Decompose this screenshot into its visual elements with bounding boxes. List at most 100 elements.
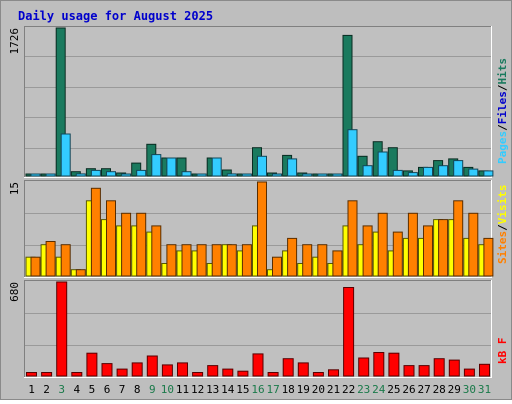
bar-sites-day-1 <box>30 256 41 277</box>
legend-entry: / <box>496 84 509 91</box>
legend-entry: kB F <box>496 338 509 365</box>
day-label: 13 <box>206 383 219 396</box>
bar-kb-f-day-13 <box>207 365 219 377</box>
day-label: 22 <box>342 383 355 396</box>
bar-pages-day-16 <box>257 155 267 177</box>
day-label: 17 <box>266 383 279 396</box>
axis-max-label: 680 <box>8 282 21 302</box>
bar-pages-day-29 <box>453 160 464 177</box>
day-label: 19 <box>297 383 310 396</box>
bar-sites-day-26 <box>407 212 418 277</box>
bar-kb-f-day-3 <box>56 281 68 377</box>
bar-sites-day-29 <box>453 200 464 277</box>
bar-sites-day-10 <box>166 244 177 277</box>
bar-sites-day-8 <box>136 212 147 277</box>
day-label: 27 <box>417 383 430 396</box>
bar-sites-day-22 <box>347 200 358 277</box>
bar-pages-day-9 <box>151 154 162 177</box>
bar-kb-f-day-29 <box>448 359 460 377</box>
legend-entry: Pages <box>496 131 509 164</box>
chart-panels: 1726Pages/Files/Hits15Sites/Visits680kB … <box>8 26 509 378</box>
bar-kb-f-day-1 <box>26 372 37 377</box>
panel-bottom: 680 kB F <box>8 280 509 378</box>
legend-entry: Visits <box>496 185 509 225</box>
bar-kb-f-day-25 <box>388 352 400 377</box>
day-label: 26 <box>402 383 415 396</box>
day-label: 4 <box>73 383 80 396</box>
bar-sites-day-9 <box>151 225 162 277</box>
bar-pages-day-2 <box>45 173 56 177</box>
bar-sites-day-4 <box>75 269 86 277</box>
bar-sites-day-14 <box>226 244 237 277</box>
bar-pages-day-8 <box>136 169 147 177</box>
bar-kb-f-day-31 <box>479 363 490 377</box>
bar-kb-f-day-14 <box>222 368 234 377</box>
panel-legend: Sites/Visits <box>496 185 509 265</box>
day-label: 15 <box>236 383 249 396</box>
bar-sites-day-3 <box>60 244 71 277</box>
day-label: 18 <box>282 383 295 396</box>
bar-pages-day-20 <box>317 173 328 177</box>
bar-kb-f-day-16 <box>252 353 264 377</box>
bar-sites-day-5 <box>90 187 101 277</box>
day-label: 24 <box>372 383 386 396</box>
bar-pages-day-5 <box>90 169 101 177</box>
bar-kb-f-day-11 <box>177 362 188 377</box>
bar-kb-f-day-21 <box>328 369 339 377</box>
bar-sites-day-30 <box>468 212 479 277</box>
panel-legend: Pages/Files/Hits <box>496 58 509 164</box>
day-label: 7 <box>119 383 126 396</box>
day-label: 9 <box>149 383 156 396</box>
bar-kb-f-day-22 <box>343 287 355 377</box>
bar-pages-day-15 <box>241 173 252 177</box>
bar-kb-f-day-2 <box>41 372 53 377</box>
bar-pages-day-3 <box>60 133 71 177</box>
bar-kb-f-day-8 <box>131 362 143 377</box>
bar-kb-f-day-9 <box>146 355 158 377</box>
bar-kb-f-day-19 <box>297 362 309 377</box>
panel-middle: 15 Sites/Visits <box>8 180 509 278</box>
legend-entry: / <box>496 224 509 231</box>
day-label: 6 <box>104 383 111 396</box>
bar-pages-day-19 <box>302 173 313 177</box>
bar-sites-day-13 <box>211 244 222 277</box>
legend-entry: Files <box>496 91 509 124</box>
bar-sites-day-24 <box>377 212 388 277</box>
bar-sites-day-18 <box>287 237 298 277</box>
bar-kb-f-day-18 <box>282 358 294 377</box>
bar-kb-f-day-10 <box>161 364 173 377</box>
day-label: 14 <box>221 383 235 396</box>
bar-kb-f-day-4 <box>71 372 83 377</box>
bar-kb-f-day-23 <box>358 357 370 377</box>
bar-pages-day-12 <box>196 173 207 177</box>
bar-sites-day-20 <box>317 244 328 277</box>
panel-legend: kB F <box>496 338 509 365</box>
bar-kb-f-day-24 <box>373 352 385 377</box>
bar-sites-day-7 <box>121 212 132 277</box>
day-label: 31 <box>478 383 491 396</box>
bar-pages-day-21 <box>332 173 343 177</box>
day-label: 23 <box>357 383 370 396</box>
axis-max-label: 15 <box>8 182 21 195</box>
bar-sites-day-12 <box>196 244 207 277</box>
bar-pages-day-27 <box>423 166 433 177</box>
bar-sites-day-21 <box>332 250 343 277</box>
legend-entry: Sites <box>496 231 509 264</box>
bar-pages-day-6 <box>106 171 116 177</box>
bar-kb-f-day-7 <box>116 368 128 377</box>
bar-sites-day-19 <box>302 244 313 277</box>
day-label: 2 <box>43 383 50 396</box>
bar-sites-day-27 <box>423 225 433 277</box>
bar-kb-f-day-27 <box>418 365 430 377</box>
bar-sites-day-11 <box>181 244 192 277</box>
axis-max-label: 1726 <box>8 28 21 55</box>
bar-pages-day-23 <box>362 165 373 177</box>
bar-pages-day-25 <box>392 169 403 177</box>
legend-entry: Hits <box>496 58 509 85</box>
bar-sites-day-28 <box>438 219 449 277</box>
day-label: 11 <box>176 383 189 396</box>
bar-pages-day-10 <box>166 157 177 177</box>
